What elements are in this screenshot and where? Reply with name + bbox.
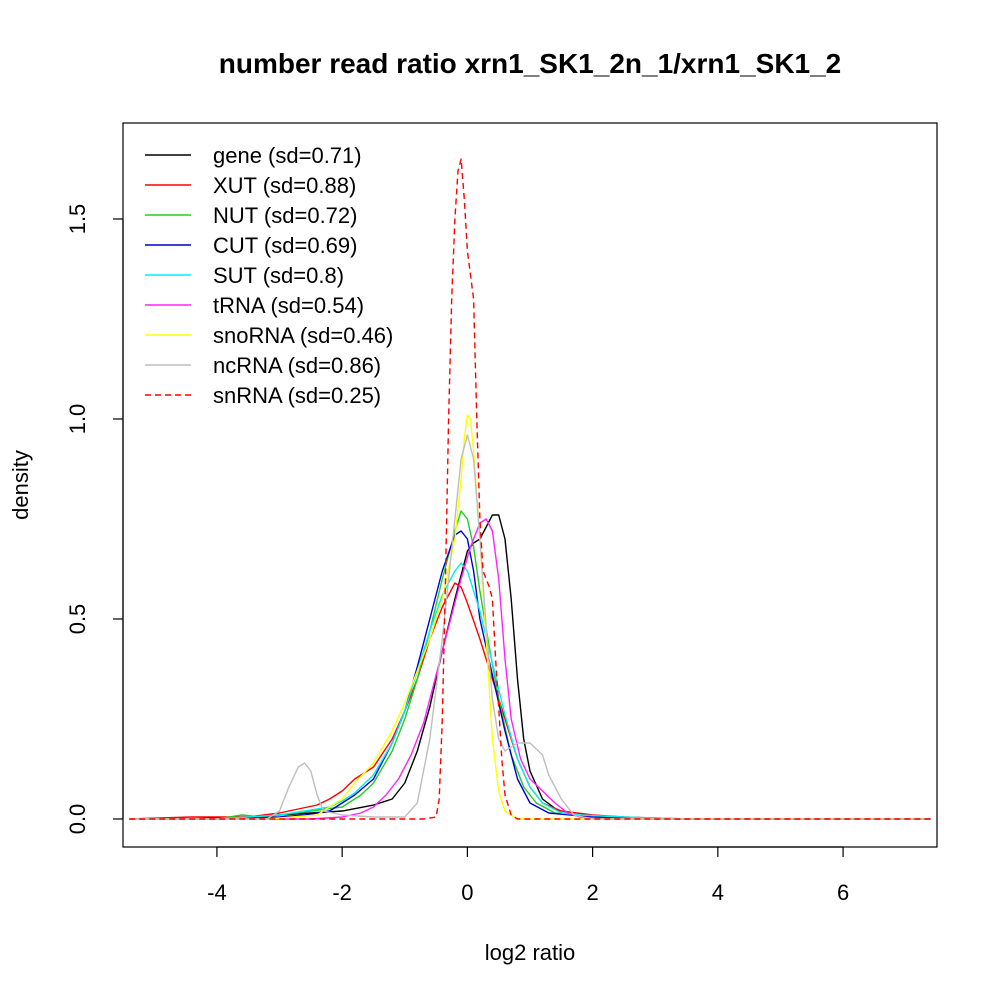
x-tick-label: -4 [207, 880, 227, 905]
series-line [129, 514, 931, 820]
y-tick-label: 0.0 [65, 804, 90, 835]
x-tick-label: 2 [586, 880, 598, 905]
series-line [129, 158, 931, 820]
legend-label: snRNA (sd=0.25) [213, 383, 381, 408]
legend-label: snoRNA (sd=0.46) [213, 323, 393, 348]
legend-label: gene (sd=0.71) [213, 143, 362, 168]
x-tick-label: 0 [461, 880, 473, 905]
x-tick-label: 4 [712, 880, 724, 905]
y-axis: 0.0 0.5 1.0 1.5 [65, 204, 124, 835]
legend: gene (sd=0.71) XUT (sd=0.88) NUT (sd=0.72)… [145, 143, 393, 408]
x-tick-label: 6 [837, 880, 849, 905]
plot-frame [122, 122, 938, 848]
y-tick-label: 0.5 [65, 604, 90, 635]
legend-label: CUT (sd=0.69) [213, 233, 357, 258]
x-tick-label: -2 [332, 880, 352, 905]
series-line [129, 414, 931, 820]
x-axis: -4 -2 0 2 4 6 [207, 846, 849, 905]
chart-title: number read ratio xrn1_SK1_2n_1/xrn1_SK1… [219, 48, 842, 79]
series-line [129, 530, 931, 820]
series-layer [129, 158, 931, 820]
series-line [129, 518, 931, 820]
series-line [129, 434, 931, 820]
y-tick-label: 1.5 [65, 204, 90, 235]
x-axis-label: log2 ratio [485, 940, 576, 965]
legend-label: XUT (sd=0.88) [213, 173, 356, 198]
legend-label: NUT (sd=0.72) [213, 203, 357, 228]
y-tick-label: 1.0 [65, 404, 90, 435]
legend-label: tRNA (sd=0.54) [213, 293, 364, 318]
legend-label: ncRNA (sd=0.86) [213, 353, 381, 378]
legend-label: SUT (sd=0.8) [213, 263, 344, 288]
series-line [129, 510, 931, 820]
series-line [129, 582, 931, 820]
series-line [129, 562, 931, 820]
y-axis-label: density [8, 450, 33, 520]
